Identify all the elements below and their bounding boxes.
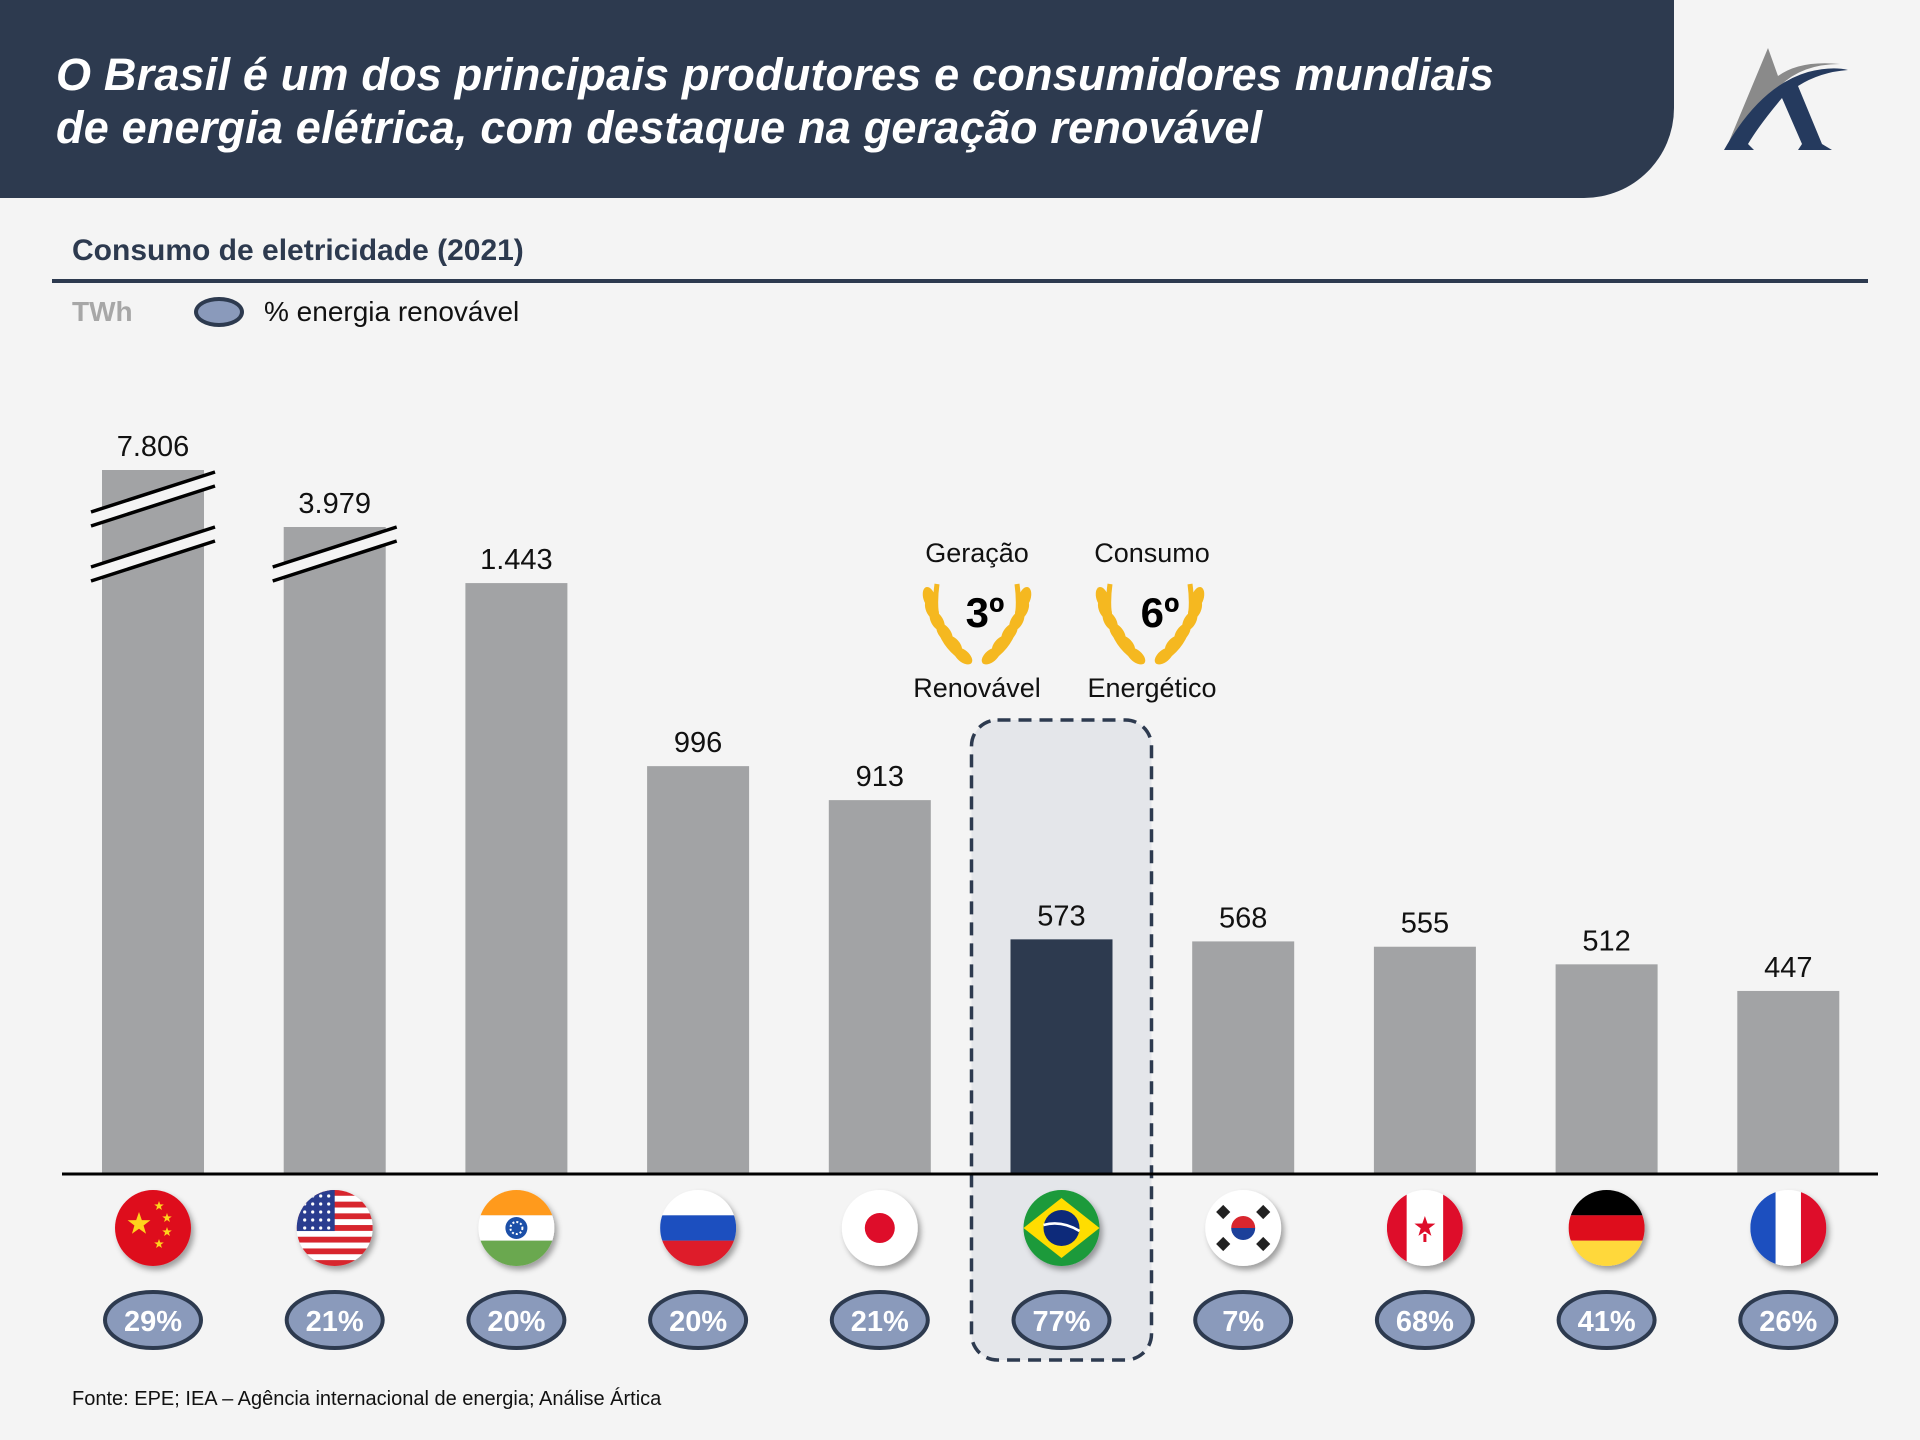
source-note: Fonte: EPE; IEA – Agência internacional … [72, 1388, 662, 1410]
renewable-badge-shape [829, 1290, 930, 1350]
renewable-badge-shape [103, 1290, 203, 1350]
laurel-leaf [1191, 586, 1205, 609]
bar-value-label: 996 [674, 727, 722, 759]
renewable-badge: 21% [829, 1290, 930, 1350]
renewable-badge: 29% [103, 1290, 203, 1350]
bar-frança [1737, 990, 1840, 1174]
bar-coreia-do-sul [1192, 941, 1295, 1174]
bar-value-label: 7.806 [117, 431, 190, 463]
renewable-badge: 20% [648, 1290, 749, 1350]
renewable-badge-label: 29% [124, 1306, 182, 1338]
bar-value-label: 913 [856, 761, 904, 793]
canada-flag-icon [1386, 1190, 1463, 1266]
axis-break-line [272, 525, 398, 569]
renewable-badge-shape [466, 1290, 567, 1350]
ranking-top-label: Consumo [1094, 538, 1210, 568]
france-flag-icon [1750, 1190, 1827, 1266]
page-title: O Brasil é um dos principais produtores … [56, 48, 1616, 154]
axis-break-line [90, 539, 216, 583]
laurel-wreath-icon [1095, 583, 1205, 665]
legend-renewable-swatch [194, 297, 244, 327]
bar-value-label: 512 [1582, 925, 1630, 957]
renewable-badge-shape [648, 1290, 749, 1350]
bar-alemanha [1555, 964, 1658, 1174]
japan-flag-icon [841, 1190, 918, 1266]
laurel-leaf [922, 586, 936, 609]
axis-break-gap [272, 527, 397, 581]
bar-value-label: 555 [1401, 908, 1449, 940]
ranking-badge: Consumo 6º Energético [1087, 538, 1216, 703]
ranking-bottom-label: Energético [1087, 673, 1216, 703]
axis-break-line [90, 484, 216, 528]
bar-brasil [1010, 939, 1113, 1174]
bar-japão [828, 800, 931, 1174]
renewable-badge: 26% [1738, 1290, 1839, 1350]
section-title: Consumo de eletricidade (2021) [72, 234, 524, 267]
page-title-line-1: O Brasil é um dos principais produtores … [56, 49, 1494, 100]
laurel-leaf [1095, 586, 1109, 609]
unit-label: TWh [72, 296, 133, 327]
bar-value-label: 447 [1764, 952, 1812, 984]
renewable-badge-label: 20% [669, 1306, 727, 1338]
brazil-flag-icon [1023, 1190, 1100, 1266]
renewable-badge-label: 68% [1396, 1306, 1454, 1338]
bar-value-label: 573 [1037, 900, 1085, 932]
laurel-wreath-icon [922, 583, 1032, 665]
axis-break-mark [272, 525, 398, 583]
ranking-top-label: Geração [925, 538, 1029, 568]
ranking-number: 6º [1141, 589, 1180, 636]
renewable-badge: 41% [1556, 1290, 1657, 1350]
russia-flag-icon [660, 1190, 737, 1266]
renewable-badge-shape [1193, 1290, 1294, 1350]
axis-break-line [272, 539, 398, 583]
renewable-badge-shape [284, 1290, 385, 1350]
renewable-badge: 21% [284, 1290, 385, 1350]
axis-break-mark [90, 470, 216, 528]
china-flag-icon [115, 1190, 191, 1266]
laurel-leaf [1018, 586, 1032, 609]
usa-flag-icon [296, 1190, 373, 1266]
renewable-badge-label: 21% [306, 1306, 364, 1338]
south-korea-flag-icon [1205, 1190, 1282, 1266]
bar-estados-unidos [283, 527, 386, 1174]
bar-value-label: 568 [1219, 902, 1267, 934]
section-divider [52, 279, 1868, 283]
bar-rússia [647, 766, 750, 1174]
renewable-badge-label: 26% [1759, 1306, 1817, 1338]
ranking-number: 3º [966, 589, 1005, 636]
renewable-badge-label: 20% [487, 1306, 545, 1338]
header-banner: O Brasil é um dos principais produtores … [0, 0, 1674, 198]
legend-renewable-label: % energia renovável [264, 296, 520, 327]
axis-break-line [90, 525, 216, 569]
renewable-badge-shape [1556, 1290, 1657, 1350]
page-title-line-2: de energia elétrica, com destaque na ger… [56, 102, 1263, 153]
renewable-badge-label: 7% [1222, 1306, 1264, 1338]
renewable-badge-shape [1738, 1290, 1839, 1350]
bar-índia [465, 583, 568, 1174]
renewable-badge-shape [1374, 1290, 1475, 1350]
renewable-badge: 7% [1193, 1290, 1294, 1350]
india-flag-icon [478, 1190, 555, 1266]
axis-break-line [90, 470, 216, 514]
renewable-badge-label: 41% [1578, 1306, 1636, 1338]
ranking-bottom-label: Renovável [913, 673, 1041, 703]
renewable-badge-shape [1011, 1290, 1112, 1350]
renewable-badge-label: 77% [1032, 1306, 1090, 1338]
renewable-badge: 20% [466, 1290, 567, 1350]
renewable-badge-label: 21% [851, 1306, 909, 1338]
bar-value-label: 1.443 [480, 544, 553, 576]
bar-value-label: 3.979 [298, 488, 371, 520]
bar-china [102, 470, 204, 1174]
bar-canadá [1373, 946, 1476, 1174]
axis-break-gap [91, 472, 215, 526]
axis-break-mark [90, 525, 216, 583]
renewable-badge: 77% [1011, 1290, 1112, 1350]
ranking-badge: Geração 3º Renovável [913, 538, 1041, 703]
axis-break-gap [91, 527, 215, 581]
artica-logo-icon [1724, 48, 1848, 150]
renewable-badge: 68% [1374, 1290, 1475, 1350]
germany-flag-icon [1568, 1190, 1645, 1266]
